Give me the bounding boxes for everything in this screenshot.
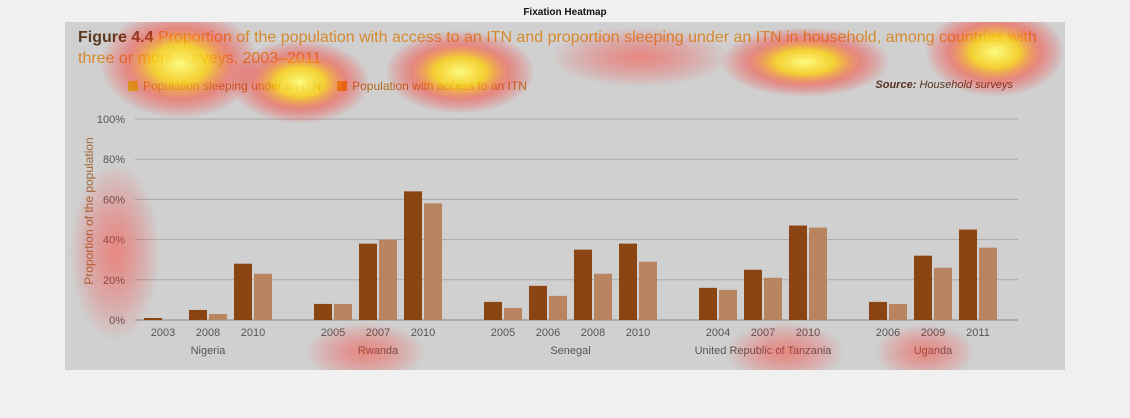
bar-sleeping: [234, 263, 252, 320]
y-tick-label: 80%: [103, 154, 125, 166]
bar-access: [549, 295, 567, 320]
bar-access: [934, 267, 952, 320]
bar-access: [764, 277, 782, 320]
bar-sleeping: [189, 309, 207, 320]
bar-access: [209, 313, 227, 320]
x-tick-label-year: 2003: [151, 327, 175, 339]
x-tick-label-year: 2007: [751, 327, 775, 339]
x-group-label-country: Senegal: [550, 345, 590, 357]
legend-item-access: Population with access to an ITN: [337, 79, 527, 93]
x-tick-label-year: 2008: [196, 327, 220, 339]
y-tick-label: 100%: [97, 114, 125, 126]
x-tick-label-year: 2005: [321, 327, 345, 339]
bar-access: [889, 303, 907, 320]
x-tick-label-year: 2010: [241, 327, 265, 339]
bar-access: [504, 307, 522, 320]
legend-label-sleeping: Population sleeping under an ITN: [143, 79, 322, 93]
bar-sleeping: [314, 303, 332, 320]
bar-sleeping: [744, 269, 762, 320]
x-tick-label-year: 2005: [491, 327, 515, 339]
x-tick-label-year: 2007: [366, 327, 390, 339]
bar-sleeping: [869, 301, 887, 320]
x-group-label-country: Uganda: [914, 345, 953, 357]
x-tick-label-year: 2008: [581, 327, 605, 339]
y-tick-label: 60%: [103, 194, 125, 206]
y-tick-label: 40%: [103, 235, 125, 247]
bar-chart: 0% 20% 40% 60% 80% 100% 2003 2008 2010 Nigeria 200…: [97, 114, 1018, 357]
bar-access: [379, 239, 397, 320]
x-tick-label-year: 2006: [876, 327, 900, 339]
bar-access: [334, 303, 352, 320]
y-axis-label-wrap: Proportion of the population: [79, 111, 99, 311]
source-note: Source: Household surveys: [875, 79, 1013, 91]
bar-access: [254, 273, 272, 320]
figure-label: Figure 4.4: [78, 29, 154, 46]
bar-sleeping: [914, 255, 932, 320]
bar-sleeping: [484, 301, 502, 320]
legend-label-access: Population with access to an ITN: [352, 79, 527, 93]
y-tick-label: 0%: [109, 315, 125, 327]
x-tick-label-year: 2010: [626, 327, 650, 339]
figure-title: Figure 4.4 Proportion of the population …: [78, 27, 1058, 69]
y-tick-label: 20%: [103, 275, 125, 287]
bar-sleeping: [789, 225, 807, 320]
source-label: Source:: [875, 79, 917, 91]
y-axis-label: Proportion of the population: [82, 137, 96, 285]
x-tick-label-year: 2010: [411, 327, 435, 339]
bar-sleeping: [404, 191, 422, 320]
window-title: Fixation Heatmap: [523, 7, 607, 18]
bar-sleeping: [959, 229, 977, 320]
x-tick-label-year: 2009: [921, 327, 945, 339]
legend: Population sleeping under an ITN Populat…: [128, 79, 537, 93]
bar-access: [809, 227, 827, 320]
x-group-label-country: Nigeria: [191, 345, 227, 357]
bar-sleeping: [144, 317, 162, 320]
source-value: Household surveys: [919, 79, 1013, 91]
x-tick-label-year: 2004: [706, 327, 730, 339]
bar-access: [979, 247, 997, 320]
x-tick-label-year: 2006: [536, 327, 560, 339]
bar-access: [719, 289, 737, 320]
bar-sleeping: [574, 249, 592, 320]
figure-title-text: Proportion of the population with access…: [78, 29, 1037, 67]
heatmap-stage: 0% 20% 40% 60% 80% 100% 2003 2008 2010 Nigeria 200…: [65, 22, 1065, 370]
bar-sleeping: [619, 243, 637, 320]
bar-sleeping: [529, 285, 547, 320]
bar-access: [424, 203, 442, 320]
bar-sleeping: [359, 243, 377, 320]
bar-access: [639, 261, 657, 320]
x-group-label-country: United Republic of Tanzania: [695, 345, 833, 357]
bar-access: [594, 273, 612, 320]
legend-swatch-access: [337, 81, 348, 91]
x-tick-label-year: 2010: [796, 327, 820, 339]
x-group-label-country: Rwanda: [358, 345, 399, 357]
bar-sleeping: [699, 287, 717, 320]
legend-item-sleeping: Population sleeping under an ITN: [128, 79, 321, 93]
legend-swatch-sleeping: [128, 81, 138, 91]
x-tick-label-year: 2011: [966, 327, 990, 339]
